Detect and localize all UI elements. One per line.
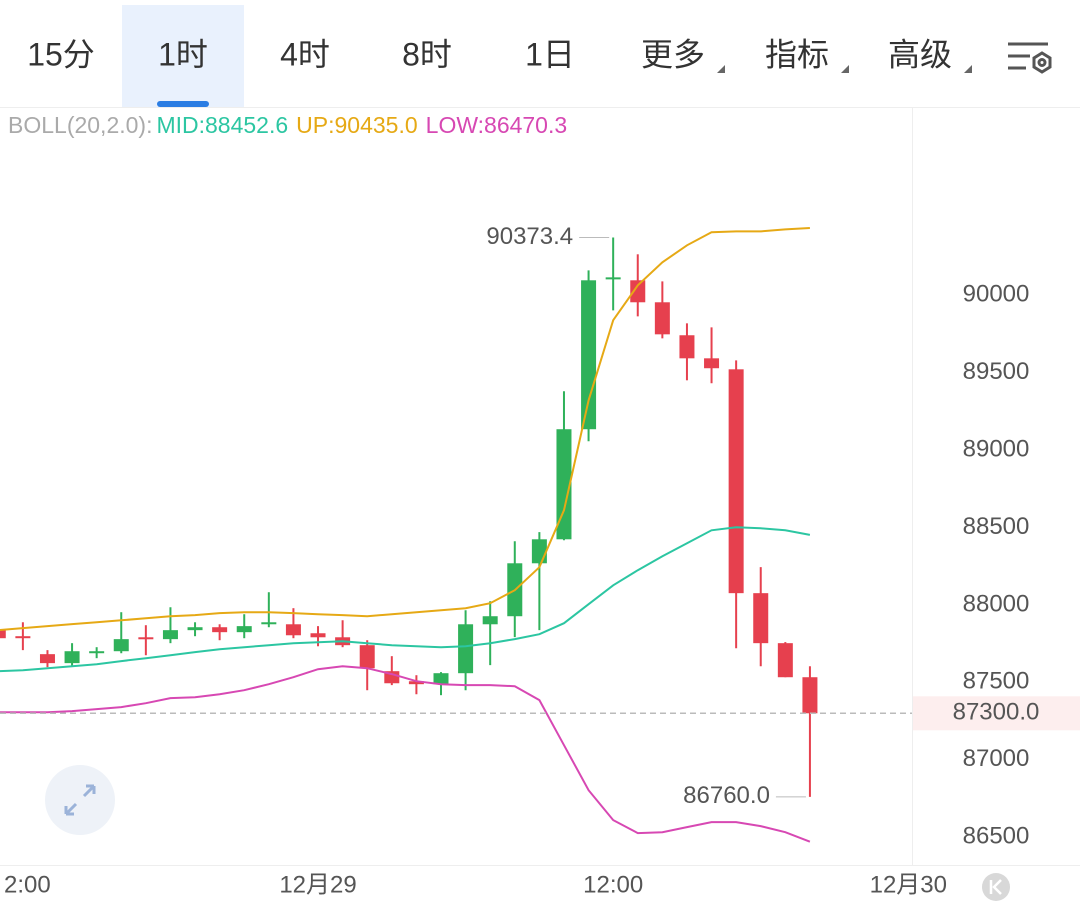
tab-bar: 15分 1时 4时 8时 1日 更多 指标 高级 (27, 5, 952, 107)
candle-body (261, 622, 277, 625)
x-tick-label: 12月29 (279, 871, 356, 898)
candle-body (212, 627, 228, 633)
y-tick-label: 87000 (963, 745, 1030, 772)
candle-body (162, 630, 178, 640)
candle-body (679, 335, 695, 359)
settings-icon[interactable] (1008, 42, 1052, 74)
legend-item: UP:90435.0 (296, 112, 417, 138)
tab[interactable]: 15分 (27, 36, 95, 72)
x-tick-label: 12月30 (870, 871, 947, 898)
last-price-box (913, 696, 1080, 731)
candle-body (138, 637, 154, 640)
candle-body (556, 429, 572, 540)
candle-body (64, 651, 80, 664)
candle-body (728, 369, 744, 594)
candle-body (187, 627, 203, 631)
candle-body (704, 358, 720, 369)
candle-body (753, 593, 769, 644)
y-tick-label: 86500 (963, 822, 1030, 849)
y-tick-label: 89000 (963, 435, 1030, 462)
tab[interactable]: 8时 (402, 36, 452, 72)
candle-body (359, 645, 375, 669)
candle-body (39, 654, 55, 664)
candle-body (482, 616, 498, 625)
boll-line (0, 227, 810, 632)
x-tick-label: 2:00 (4, 871, 51, 898)
candle-body (236, 626, 252, 633)
tab[interactable]: 4时 (280, 36, 330, 72)
candle-body (310, 633, 326, 638)
k-button[interactable] (982, 873, 1010, 901)
y-tick-label: 87500 (963, 668, 1030, 695)
boll-line (0, 665, 811, 843)
active-tab-bg (122, 5, 244, 107)
dropdown-arrows (717, 65, 972, 73)
candle-body (15, 636, 31, 639)
expand-button[interactable] (45, 765, 115, 835)
tab[interactable]: 指标 (765, 36, 829, 72)
candle-body (605, 277, 621, 280)
indicator-label: BOLL(20,2.0): (8, 112, 152, 138)
candle-body (581, 280, 597, 430)
candle-body (0, 629, 6, 639)
candle-body (113, 639, 129, 652)
y-tick-label: 89500 (963, 358, 1030, 385)
x-tick-label: 12:00 (583, 871, 643, 898)
candle-body (89, 651, 105, 654)
tab[interactable]: 1日 (525, 36, 575, 72)
candle-body (777, 643, 793, 678)
y-tick-label: 90000 (963, 281, 1030, 308)
boll-line (0, 526, 811, 673)
high-marker-label: 90373.4 (486, 223, 573, 250)
y-tick-label: 88000 (963, 590, 1030, 617)
last-price-label: 87300.0 (953, 699, 1040, 726)
y-tick-label: 88500 (963, 513, 1030, 540)
tab[interactable]: 1时 (158, 36, 208, 72)
legend-item: MID:88452.6 (156, 112, 288, 138)
axes: 86500 87000 87500 88000 88500 89000 89500 90000… (4, 281, 1029, 899)
active-tab-indicator (157, 101, 209, 107)
low-marker-label: 86760.0 (683, 782, 770, 809)
candle-body (433, 673, 449, 685)
candle-body (458, 624, 474, 674)
candle-body (531, 539, 547, 564)
tab[interactable]: 更多 (641, 36, 705, 72)
candle-body (802, 677, 818, 714)
tab[interactable]: 高级 (888, 36, 952, 72)
legend: BOLL(20,2.0): MID:88452.6 UP:90435.0 LOW:86… (8, 112, 567, 138)
candle-body (408, 681, 424, 685)
legend-item: LOW:86470.3 (426, 112, 568, 138)
candle-body (285, 624, 301, 636)
candle-body (654, 302, 670, 335)
plot (0, 227, 818, 843)
candle-body (630, 280, 646, 303)
